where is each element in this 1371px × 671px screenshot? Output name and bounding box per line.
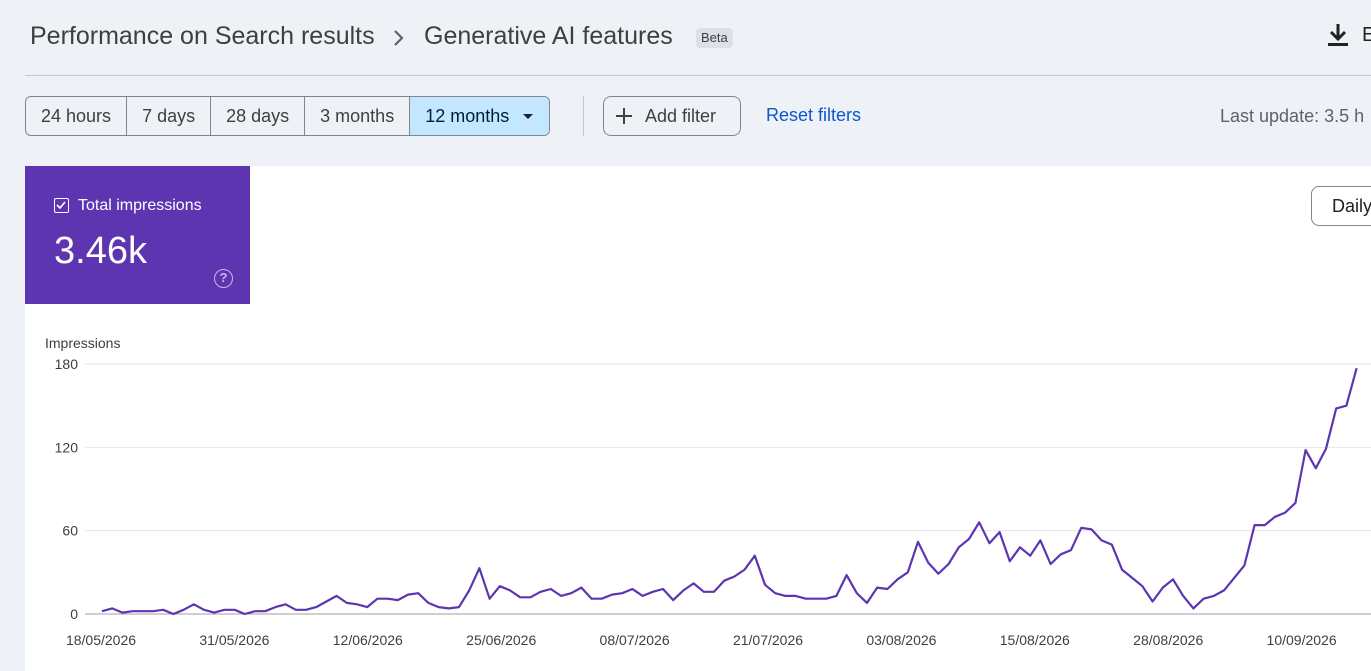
series-line-impressions bbox=[101, 367, 1358, 616]
x-tick-label: 12/06/2026 bbox=[333, 632, 403, 648]
caret-down-icon bbox=[523, 113, 534, 119]
toolbar-divider bbox=[583, 96, 584, 136]
range-28-days[interactable]: 28 days bbox=[211, 97, 306, 135]
help-icon[interactable]: ? bbox=[214, 269, 233, 288]
export-button-label[interactable]: E bbox=[1362, 24, 1371, 46]
x-tick-label: 18/05/2026 bbox=[66, 632, 136, 648]
x-tick-label: 08/07/2026 bbox=[600, 632, 670, 648]
date-range-selector: 24 hours 7 days 28 days 3 months 12 mont… bbox=[25, 96, 551, 136]
breadcrumb-current: Generative AI features bbox=[424, 22, 673, 50]
x-tick-label: 28/08/2026 bbox=[1133, 632, 1203, 648]
page-header: Performance on Search results Generative… bbox=[25, 0, 1371, 76]
metric-value: 3.46k bbox=[54, 230, 147, 272]
range-3-months[interactable]: 3 months bbox=[305, 97, 411, 135]
x-tick-label: 21/07/2026 bbox=[733, 632, 803, 648]
x-tick-label: 25/06/2026 bbox=[466, 632, 536, 648]
x-tick-label: 10/09/2026 bbox=[1267, 632, 1337, 648]
breadcrumb-parent[interactable]: Performance on Search results bbox=[30, 22, 375, 50]
chevron-right-icon bbox=[394, 30, 404, 46]
granularity-button[interactable]: Daily bbox=[1311, 186, 1371, 226]
range-24-hours[interactable]: 24 hours bbox=[26, 97, 128, 135]
add-filter-button[interactable]: Add filter bbox=[603, 96, 741, 136]
performance-chart-card: Impressions 0 60 120 180 18/05/2026 31/05/2026… bbox=[25, 166, 1371, 671]
y-tick-label: 0 bbox=[70, 606, 78, 622]
download-icon[interactable] bbox=[1325, 22, 1351, 48]
range-12-months[interactable]: 12 months bbox=[410, 97, 550, 135]
last-update-text: Last update: 3.5 h bbox=[1220, 106, 1365, 126]
metric-label: Total impressions bbox=[78, 197, 202, 214]
total-impressions-metric[interactable]: Total impressions 3.46k ? bbox=[25, 166, 250, 304]
checkbox-checked-icon[interactable] bbox=[54, 198, 69, 213]
range-12-months-label: 12 months bbox=[425, 106, 510, 126]
reset-filters-link[interactable]: Reset filters bbox=[766, 105, 862, 125]
y-tick-label: 60 bbox=[62, 523, 78, 539]
x-tick-label: 03/08/2026 bbox=[866, 632, 936, 648]
beta-badge: Beta bbox=[696, 28, 733, 48]
y-tick-label: 180 bbox=[55, 356, 79, 372]
plus-icon bbox=[616, 108, 632, 124]
range-7-days[interactable]: 7 days bbox=[127, 97, 212, 135]
impressions-chart: Impressions 0 60 120 180 18/05/2026 31/05/2026… bbox=[45, 335, 1371, 648]
y-tick-label: 120 bbox=[55, 439, 79, 455]
x-tick-label: 15/08/2026 bbox=[1000, 632, 1070, 648]
add-filter-label: Add filter bbox=[645, 105, 717, 126]
x-tick-label: 31/05/2026 bbox=[199, 632, 269, 648]
y-axis-label: Impressions bbox=[45, 335, 120, 351]
